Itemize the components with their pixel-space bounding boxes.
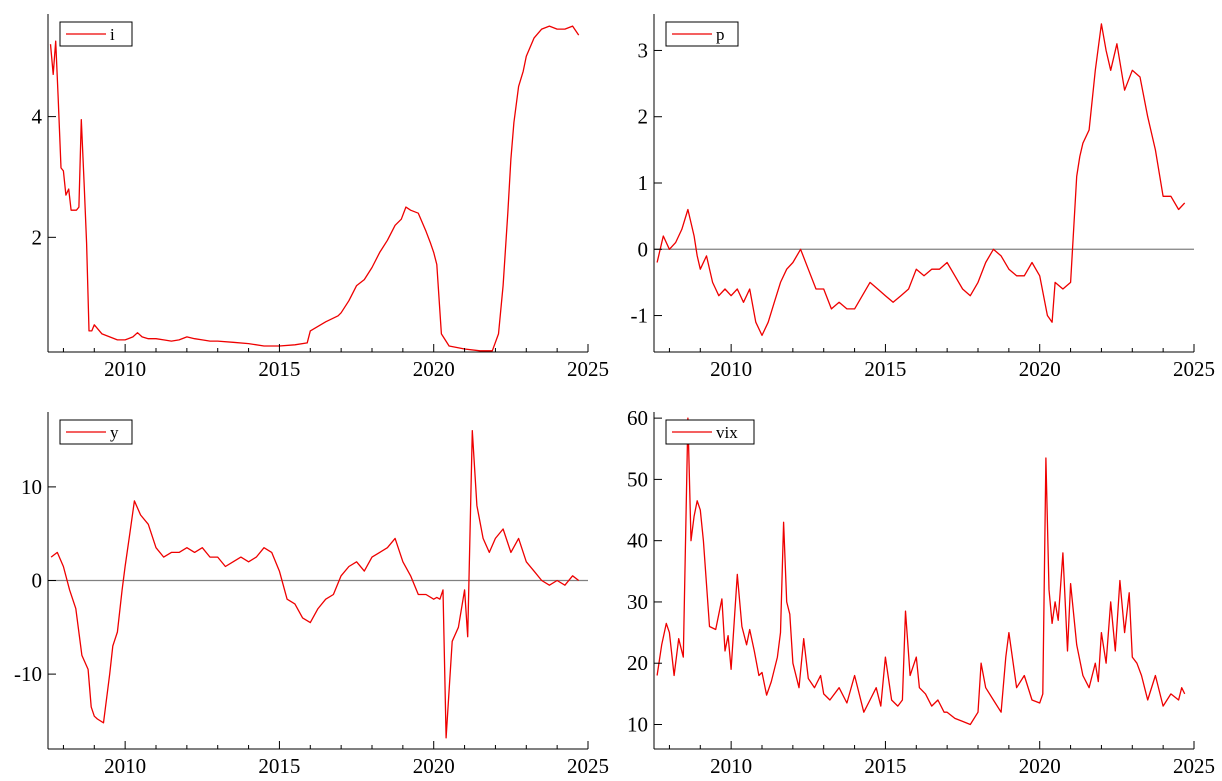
- y-tick-label: 1: [638, 171, 649, 195]
- x-tick-label: 2015: [864, 754, 906, 778]
- x-tick-label: 2010: [710, 357, 752, 381]
- x-tick-label: 2020: [1019, 357, 1061, 381]
- y-tick-label: 4: [32, 105, 43, 129]
- panel-p-chart: 2010 2015 2020 2025 -1 0 1 2 3 p: [631, 14, 1215, 381]
- y-tick-label: -1: [631, 304, 649, 328]
- legend-label-i: i: [110, 25, 115, 44]
- series-line-p: [656, 23, 1186, 337]
- y-tick-label: 10: [21, 475, 42, 499]
- legend: y: [59, 419, 133, 445]
- x-tick-label: 2025: [1173, 357, 1215, 381]
- x-tick-label: 2015: [258, 357, 300, 381]
- y-tick-label: 2: [32, 225, 43, 249]
- x-tick-label: 2015: [864, 357, 906, 381]
- x-tick-label: 2010: [710, 754, 752, 778]
- y-tick-label: 20: [627, 651, 648, 675]
- y-tick-label: 40: [627, 529, 648, 553]
- panel-i-chart: 2010 2015 2020 2025 2 4 i: [32, 14, 609, 381]
- y-tick-label: 0: [32, 569, 43, 593]
- x-tick-label: 2020: [1019, 754, 1061, 778]
- series-line-vix: [656, 417, 1186, 726]
- y-tick-label: 50: [627, 467, 648, 491]
- x-tick-label: 2010: [104, 357, 146, 381]
- x-tick-label: 2025: [1173, 754, 1215, 778]
- panel-y-chart: 2010 2015 2020 2025 -10 0 10 y: [14, 412, 609, 778]
- x-tick-label: 2025: [567, 357, 609, 381]
- y-tick-label: 60: [627, 406, 648, 430]
- legend-label-p: p: [716, 25, 725, 44]
- x-tick-label: 2025: [567, 754, 609, 778]
- x-tick-label: 2010: [104, 754, 146, 778]
- x-tick-label: 2020: [413, 357, 455, 381]
- y-tick-label: -10: [14, 662, 42, 686]
- x-tick-label: 2020: [413, 754, 455, 778]
- y-tick-label: 10: [627, 712, 648, 736]
- x-tick-label: 2015: [258, 754, 300, 778]
- legend: p: [665, 21, 739, 47]
- y-tick-label: 0: [638, 237, 649, 261]
- y-tick-label: 30: [627, 590, 648, 614]
- panel-vix-chart: 2010 2015 2020 2025 10 20 30 40 50 60 vix: [627, 406, 1215, 778]
- legend: i: [59, 21, 133, 47]
- series-line-y: [50, 430, 580, 739]
- y-tick-label: 2: [638, 105, 649, 129]
- legend: vix: [665, 419, 755, 445]
- legend-label-y: y: [110, 423, 119, 442]
- y-tick-label: 3: [638, 38, 649, 62]
- legend-label-vix: vix: [716, 423, 738, 442]
- series-line-i: [49, 25, 580, 352]
